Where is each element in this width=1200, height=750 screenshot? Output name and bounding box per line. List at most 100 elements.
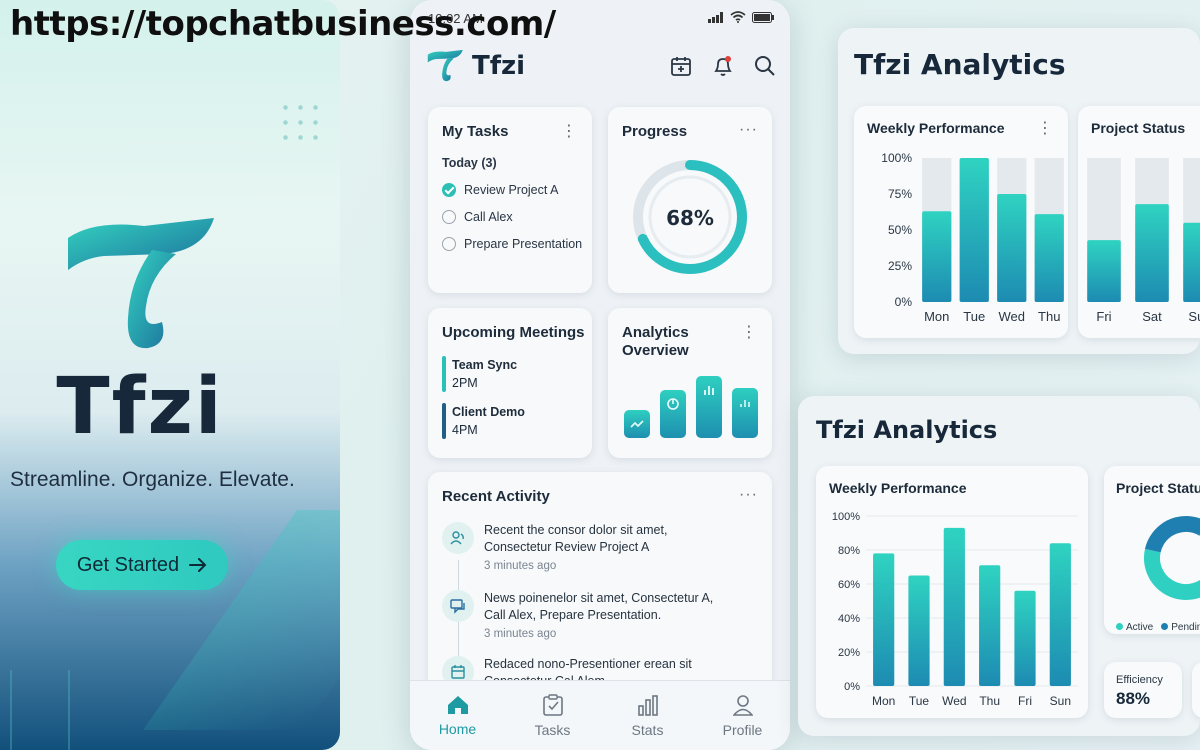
analytics-overview-card: Analytics Overview ⋮ xyxy=(608,308,772,458)
nav-label: Tasks xyxy=(534,721,571,738)
more-options-icon[interactable]: ⋮ xyxy=(741,324,758,341)
legend-item: Pending xyxy=(1161,622,1200,633)
analytics-panel-bottom: Tfzi Analytics Weekly Performance 100% 80… xyxy=(798,396,1200,736)
get-started-label: Get Started xyxy=(76,553,180,576)
meeting-item[interactable]: Team Sync 2PM xyxy=(442,356,517,392)
task-label: Prepare Presentation xyxy=(464,237,583,251)
wifi-icon xyxy=(730,11,746,23)
pie-tile[interactable] xyxy=(660,390,686,438)
app-brand[interactable]: Tfzi xyxy=(426,48,525,84)
y-tick-label: 25% xyxy=(888,259,912,273)
project-status-title: Project Status xyxy=(1091,120,1186,136)
battery-icon xyxy=(752,11,774,23)
progress-ring: 68% xyxy=(633,160,747,274)
notification-bell-icon[interactable] xyxy=(712,54,734,78)
trend-line-icon xyxy=(630,420,644,428)
y-tick-label: 100% xyxy=(881,151,912,165)
unchecked-circle-icon[interactable] xyxy=(442,210,456,224)
nav-tasks[interactable]: Tasks xyxy=(505,681,600,750)
bar xyxy=(1183,222,1200,302)
efficiency-value: 88% xyxy=(1116,689,1151,708)
nav-home[interactable]: Home xyxy=(410,681,505,750)
nav-stats[interactable]: Stats xyxy=(600,681,695,750)
bar xyxy=(1087,240,1121,302)
app-header: Tfzi xyxy=(426,44,776,88)
extra-stat-card xyxy=(1192,662,1200,718)
progress-title: Progress xyxy=(622,123,688,140)
splash-brand-name: Tfzi xyxy=(56,362,224,452)
project-status-donut xyxy=(1144,516,1200,600)
tfzi-logo-icon xyxy=(68,218,214,349)
task-item[interactable]: Call Alex xyxy=(442,210,513,224)
signal-tile[interactable] xyxy=(732,388,758,438)
meeting-item[interactable]: Client Demo 4PM xyxy=(442,403,525,439)
nav-label: Home xyxy=(438,720,477,737)
tasks-card: My Tasks ⋮ Today (3) Review Project A Ca… xyxy=(428,107,592,293)
more-options-icon[interactable]: ⋮ xyxy=(561,123,578,140)
meetings-title: Upcoming Meetings xyxy=(442,324,585,341)
task-item[interactable]: Review Project A xyxy=(442,183,558,197)
task-label: Review Project A xyxy=(464,183,559,197)
search-icon[interactable] xyxy=(754,55,776,77)
y-tick-label: 60% xyxy=(838,579,860,591)
weekly-performance-title: Weekly Performance xyxy=(829,480,967,496)
activity-time: 3 minutes ago xyxy=(484,628,557,640)
more-options-icon[interactable]: ··· xyxy=(739,486,758,503)
home-icon xyxy=(447,695,468,714)
analytics-overview-title: Analytics Overview xyxy=(622,324,689,359)
x-tick-label: Tue xyxy=(909,694,930,708)
get-started-button[interactable]: Get Started xyxy=(56,540,228,590)
bottom-nav: Home Tasks Stats Profile xyxy=(410,680,790,750)
more-options-icon[interactable]: ⋮ xyxy=(1037,120,1054,137)
tasks-title: My Tasks xyxy=(442,123,509,140)
calendar-add-icon[interactable] xyxy=(670,55,692,77)
more-options-icon[interactable]: ··· xyxy=(739,121,758,138)
bar xyxy=(997,194,1027,302)
bar xyxy=(922,211,952,302)
task-item[interactable]: Prepare Presentation xyxy=(442,237,582,251)
y-tick-label: 80% xyxy=(838,545,860,557)
nav-profile[interactable]: Profile xyxy=(695,681,790,750)
donut-slice xyxy=(1144,516,1200,600)
bar xyxy=(943,527,965,686)
y-tick-label: 0% xyxy=(844,681,860,693)
x-tick-label: Thu xyxy=(1038,309,1060,324)
legend-item: Active xyxy=(1116,622,1153,633)
legend-dot xyxy=(1116,623,1123,630)
x-tick-label: Mon xyxy=(924,309,949,324)
x-tick-label: Tue xyxy=(963,309,985,324)
trend-tile[interactable] xyxy=(624,410,650,438)
profile-icon xyxy=(732,694,753,716)
tasks-subtitle: Today (3) xyxy=(442,156,497,170)
bar xyxy=(1014,590,1036,686)
weekly-performance-title: Weekly Performance xyxy=(867,120,1005,136)
recent-activity-card: Recent Activity ··· Recent the consor do… xyxy=(428,472,772,702)
meeting-time: 2PM xyxy=(452,376,478,390)
legend-dot xyxy=(1161,623,1169,630)
weekly-performance-chart: 100% 80% 60% 40% 20% 0% Mon Tue Wed Thu Fri Sun xyxy=(832,511,1078,708)
bar xyxy=(1135,204,1169,302)
legend-label: Active xyxy=(1126,622,1154,633)
activity-text: Recent the consor dolor sit amet, Consec… xyxy=(484,523,668,554)
decorative-dots xyxy=(278,100,322,144)
y-tick-label: 40% xyxy=(838,613,860,625)
weekly-performance-chart: 100% 75% 50% 25% 0% Mon Tue Wed Thu xyxy=(881,151,1064,324)
checked-circle-icon[interactable] xyxy=(442,183,456,197)
x-tick-label: Mon xyxy=(872,694,895,708)
x-tick-label: Sat xyxy=(1142,309,1162,324)
phone-screen: 10:02 AM Tfzi My Tasks ⋮ Today (3) Revie… xyxy=(410,0,790,750)
meeting-name: Client Demo xyxy=(452,405,525,419)
progress-card: Progress ··· 68% xyxy=(608,107,772,293)
meeting-color-bar xyxy=(442,403,446,439)
efficiency-label: Efficiency xyxy=(1116,674,1163,686)
y-tick-label: 75% xyxy=(888,187,912,201)
bars-tile[interactable] xyxy=(696,376,722,438)
y-tick-label: 20% xyxy=(838,647,860,659)
meetings-card: Upcoming Meetings Team Sync 2PM Client D… xyxy=(428,308,592,458)
activity-text: News poinenelor sit amet, Consectetur A,… xyxy=(484,591,714,622)
legend-label: Pending xyxy=(1171,622,1200,633)
users-icon xyxy=(442,522,474,554)
project-status-title: Project Status xyxy=(1116,480,1200,496)
unchecked-circle-icon[interactable] xyxy=(442,237,456,251)
tasks-icon xyxy=(542,693,563,716)
